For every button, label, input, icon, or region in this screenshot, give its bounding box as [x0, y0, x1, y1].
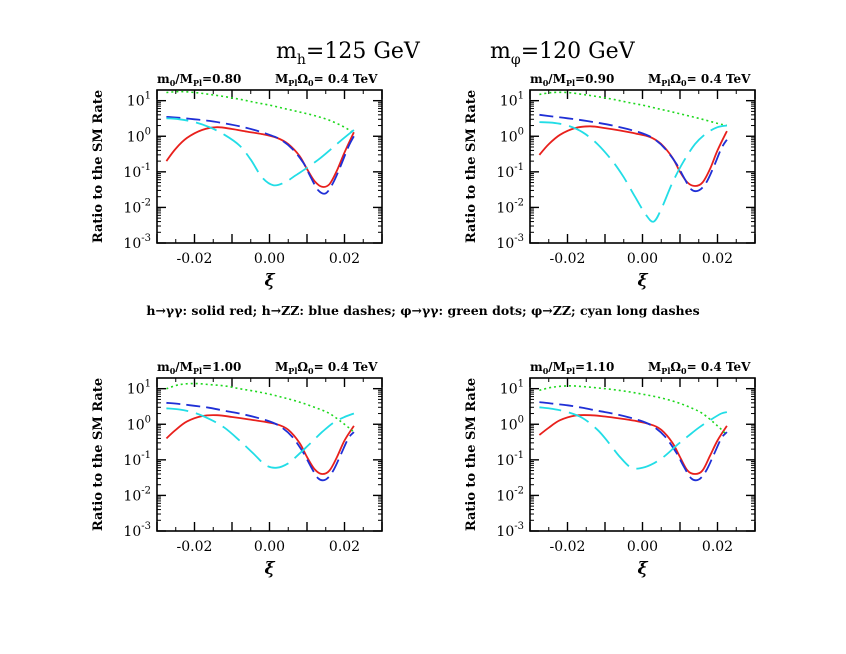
x-tick-label: 0.02	[702, 251, 733, 267]
chart-panel-1: m0/MPl=0.80 MPlΩ0= 0.4 TeV 101 100 10-1 10-2 1…	[91, 72, 383, 291]
y-tick-label: 101	[500, 379, 524, 398]
y-tick-label: 10-1	[496, 162, 524, 181]
panel-label-mass-ratio: m0/MPl=0.90	[530, 72, 614, 88]
series-line-h-gg	[538, 125, 728, 187]
series-group	[165, 382, 355, 482]
panel-label-mass-ratio: m0/MPl=1.10	[530, 360, 614, 376]
series-line-phi-zz	[166, 407, 355, 469]
plot-frame	[156, 89, 383, 244]
y-tick-label: 100	[500, 126, 524, 145]
x-tick-label: 0.02	[702, 539, 733, 555]
y-tick-label: 10-2	[123, 485, 151, 504]
series-line-h-zz	[539, 113, 728, 193]
series-line-h-zz	[166, 116, 355, 195]
legend-caption: h→γγ: solid red; h→ZZ: blue dashes; φ→γγ…	[146, 303, 699, 318]
y-axis-label: Ratio to the SM Rate	[91, 90, 106, 243]
header-mh: mh=125 GeV	[276, 39, 421, 68]
series-group	[538, 385, 728, 482]
panel-label-omega: MPlΩ0= 0.4 TeV	[275, 72, 378, 88]
panel-label-mass-ratio: m0/MPl=0.80	[157, 72, 241, 88]
series-line-phi-zz	[539, 121, 728, 223]
y-tick-label: 101	[127, 379, 151, 398]
series-line-phi-gg	[166, 90, 355, 135]
x-axis-label: ξ	[637, 559, 648, 579]
figure-header: mh=125 GeV mφ=120 GeV	[276, 39, 636, 68]
y-tick-label: 101	[500, 91, 524, 110]
plot-frame	[529, 89, 756, 244]
x-tick-label: -0.02	[550, 251, 586, 267]
x-tick-label: -0.02	[177, 539, 213, 555]
y-tick-label: 101	[127, 91, 151, 110]
x-axis-label: ξ	[637, 271, 648, 291]
y-tick-label: 10-1	[123, 162, 151, 181]
panel-label-mass-ratio: m0/MPl=1.00	[157, 360, 241, 376]
x-tick-label: 0.00	[627, 539, 658, 555]
y-tick-label: 100	[127, 414, 151, 433]
y-tick-label: 100	[127, 126, 151, 145]
x-tick-label: 0.02	[329, 539, 360, 555]
series-line-h-zz	[166, 401, 355, 482]
x-axis-label: ξ	[264, 271, 275, 291]
series-line-h-gg	[538, 414, 728, 475]
y-tick-label: 10-2	[496, 485, 524, 504]
y-tick-label: 10-3	[123, 233, 151, 252]
x-tick-label: 0.00	[254, 251, 285, 267]
series-line-h-gg	[165, 414, 355, 475]
series-line-phi-gg	[166, 382, 355, 433]
chart-panel-4: m0/MPl=1.10 MPlΩ0= 0.4 TeV 101 100 10-1 10-2 1…	[464, 360, 756, 579]
y-tick-label: 10-1	[496, 450, 524, 469]
x-tick-label: 0.00	[627, 251, 658, 267]
panels: m0/MPl=0.80 MPlΩ0= 0.4 TeV 101 100 10-1 10-2 1…	[91, 72, 756, 579]
y-tick-label: 100	[500, 414, 524, 433]
plot-frame	[529, 377, 756, 532]
panel-label-omega: MPlΩ0= 0.4 TeV	[275, 360, 378, 376]
series-group	[165, 90, 355, 195]
x-tick-label: -0.02	[177, 251, 213, 267]
series-line-h-zz	[539, 401, 728, 482]
panel-label-omega: MPlΩ0= 0.4 TeV	[648, 72, 751, 88]
y-axis-label: Ratio to the SM Rate	[91, 378, 106, 531]
chart-panel-2: m0/MPl=0.90 MPlΩ0= 0.4 TeV 101 100 10-1 10-2 1…	[464, 72, 756, 291]
x-tick-label: 0.00	[254, 539, 285, 555]
y-tick-label: 10-3	[123, 521, 151, 540]
plot-frame	[156, 377, 383, 532]
chart-panel-3: m0/MPl=1.00 MPlΩ0= 0.4 TeV 101 100 10-1 10-2 1…	[91, 360, 383, 579]
series-group	[538, 91, 728, 223]
series-line-phi-zz	[166, 117, 355, 187]
series-line-h-gg	[165, 126, 355, 188]
series-line-phi-gg	[539, 385, 728, 436]
y-tick-label: 10-3	[496, 233, 524, 252]
series-line-phi-gg	[539, 91, 728, 127]
y-tick-label: 10-1	[123, 450, 151, 469]
y-tick-label: 10-2	[496, 197, 524, 216]
y-tick-label: 10-2	[123, 197, 151, 216]
header-mphi: mφ=120 GeV	[490, 39, 636, 68]
x-tick-label: -0.02	[550, 539, 586, 555]
y-tick-label: 10-3	[496, 521, 524, 540]
y-axis-label: Ratio to the SM Rate	[464, 378, 479, 531]
panel-label-omega: MPlΩ0= 0.4 TeV	[648, 360, 751, 376]
series-line-phi-zz	[539, 406, 728, 470]
x-axis-label: ξ	[264, 559, 275, 579]
y-axis-label: Ratio to the SM Rate	[464, 90, 479, 243]
x-tick-label: 0.02	[329, 251, 360, 267]
